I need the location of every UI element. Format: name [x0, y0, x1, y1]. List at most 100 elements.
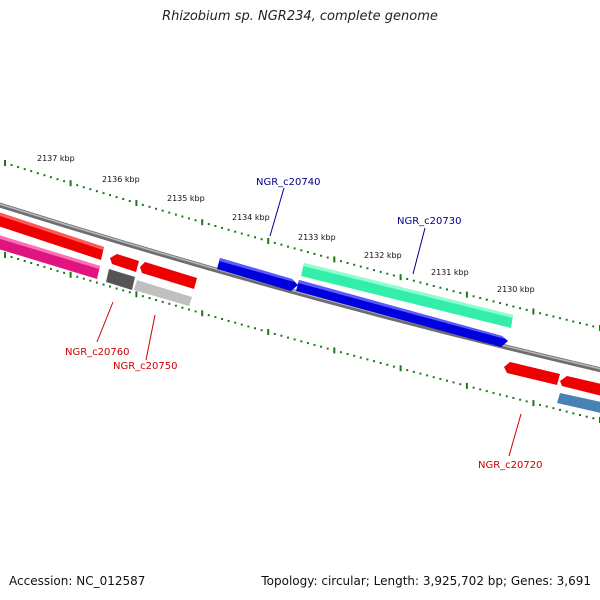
- outer-scale-minor-tick: [459, 291, 462, 294]
- inner-scale-minor-tick: [472, 386, 475, 389]
- scale-label-2137: 2137 kbp: [37, 154, 75, 163]
- inner-scale-minor-tick: [234, 321, 237, 324]
- outer-scale-minor-tick: [419, 281, 422, 284]
- inner-scale-minor-tick: [479, 388, 482, 391]
- outer-scale-minor-tick: [552, 315, 555, 318]
- inner-scale-minor-tick: [539, 403, 542, 406]
- genome-backbone: [0, 202, 600, 373]
- outer-scale-minor-tick: [585, 323, 588, 326]
- inner-scale-minor-tick: [339, 351, 342, 354]
- inner-scale-major-tick: [532, 400, 535, 407]
- gene-arrow-ngr-c20720[interactable]: [504, 362, 560, 385]
- inner-scale-minor-tick: [373, 360, 375, 363]
- inner-scale-minor-tick: [320, 345, 323, 348]
- scale-label-2131: 2131 kbp: [431, 268, 469, 277]
- outer-scale-minor-tick: [188, 217, 190, 220]
- gene-arrow-ngr-c20730[interactable]: [301, 263, 513, 328]
- inner-scale-minor-tick: [181, 306, 184, 309]
- outer-scale-minor-tick: [406, 278, 409, 280]
- outer-scale-minor-tick: [240, 232, 243, 235]
- outer-scale-minor-tick: [366, 267, 369, 270]
- outer-scale-minor-tick: [452, 290, 455, 293]
- gene-arrow-ngr-c20740[interactable]: [217, 258, 298, 291]
- outer-scale-minor-tick: [346, 262, 349, 264]
- gene-arrow-light-gray[interactable]: [134, 280, 192, 306]
- outer-scale-minor-tick: [386, 272, 389, 275]
- inner-scale-minor-tick: [353, 354, 356, 357]
- gene-arrow-red-small-2[interactable]: [140, 262, 197, 289]
- accession-label: Accession: NC_012587: [9, 574, 146, 588]
- inner-scale-minor-tick: [565, 410, 568, 413]
- inner-scale-minor-tick: [161, 300, 164, 303]
- inner-scale-minor-tick: [412, 370, 415, 373]
- inner-scale-minor-tick: [76, 275, 79, 278]
- inner-scale-minor-tick: [168, 302, 171, 305]
- gene-label-ngr-c20720: NGR_c20720: [478, 460, 543, 471]
- outer-scale-minor-tick: [234, 230, 237, 233]
- gene-arrow-ngr-c20740-highlight: [219, 258, 294, 282]
- outer-scale-minor-tick: [23, 168, 26, 171]
- outer-scale-major-tick: [135, 200, 138, 206]
- outer-scale-minor-tick: [373, 269, 375, 272]
- inner-scale-minor-tick: [519, 398, 522, 401]
- inner-scale-minor-tick: [359, 356, 362, 359]
- leader-ngr-c20740: [269, 187, 285, 237]
- inner-scale-minor-tick: [392, 365, 395, 368]
- outer-scale-minor-tick: [36, 172, 39, 175]
- inner-scale-minor-tick: [452, 381, 455, 384]
- outer-scale-major-tick: [69, 180, 72, 187]
- outer-scale-minor-tick: [565, 318, 568, 321]
- inner-scale-minor-tick: [115, 287, 118, 290]
- outer-scale-minor-tick: [221, 226, 223, 229]
- inner-scale-minor-tick: [559, 408, 561, 411]
- inner-scale-minor-tick: [30, 262, 33, 264]
- gene-arrow-red-small-1[interactable]: [110, 254, 139, 272]
- inner-scale-minor-tick: [273, 332, 276, 335]
- outer-scale-minor-tick: [412, 279, 415, 282]
- inner-scale-minor-tick: [379, 362, 382, 364]
- outer-scale-minor-tick: [359, 265, 362, 268]
- scale-label-2132: 2132 kbp: [364, 251, 402, 260]
- inner-scale-major-tick: [399, 365, 402, 372]
- gene-arrow-dark-gray[interactable]: [106, 269, 135, 290]
- outer-scale-minor-tick: [161, 209, 164, 212]
- gene-arrow-left-pink-highlight: [0, 235, 100, 269]
- outer-scale-minor-tick: [102, 192, 105, 195]
- inner-scale-minor-tick: [148, 297, 151, 300]
- outer-scale-minor-tick: [485, 298, 488, 301]
- outer-scale-minor-tick: [505, 303, 508, 306]
- genome-title: Rhizobium sp. NGR234, complete genome: [162, 9, 438, 24]
- gene-label-ngr-c20730: NGR_c20730: [397, 216, 462, 227]
- inner-scale-minor-tick: [346, 353, 349, 355]
- outer-scale-minor-tick: [320, 254, 323, 257]
- outer-scale-minor-tick: [559, 317, 561, 320]
- outer-scale-major-tick: [267, 238, 270, 244]
- inner-scale-minor-tick: [432, 376, 435, 379]
- outer-scale-major-tick: [465, 291, 468, 298]
- outer-scale-minor-tick: [49, 176, 52, 179]
- inner-scale-minor-tick: [141, 295, 144, 298]
- inner-scale-minor-tick: [592, 417, 595, 420]
- outer-scale-minor-tick: [492, 300, 495, 303]
- outer-scale-minor-tick: [214, 225, 217, 227]
- inner-scale-minor-tick: [426, 374, 429, 377]
- gene-arrow-right-steelblue[interactable]: [557, 393, 600, 415]
- gene-arrow-right-red-2[interactable]: [560, 376, 600, 398]
- inner-scale-minor-tick: [56, 269, 59, 272]
- scale-label-2135: 2135 kbp: [167, 194, 205, 203]
- scale-label-2130: 2130 kbp: [497, 285, 535, 294]
- gene-arrow-left-red-1-highlight: [0, 212, 104, 250]
- outer-scale-minor-tick: [339, 260, 342, 263]
- outer-scale-minor-tick: [545, 313, 548, 316]
- outer-scale-ticks: [4, 160, 600, 331]
- outer-scale-minor-tick: [207, 223, 210, 226]
- gene-arrow-ngr-c20730-highlight: [303, 263, 513, 318]
- inner-scale-major-tick: [333, 347, 336, 354]
- outer-scale-minor-tick: [293, 247, 296, 250]
- inner-scale-minor-tick: [194, 310, 197, 313]
- outer-scale-minor-tick: [56, 178, 59, 181]
- leader-ngr-c20750: [145, 314, 156, 361]
- inner-scale-minor-tick: [95, 281, 98, 284]
- inner-scale-minor-tick: [439, 377, 442, 380]
